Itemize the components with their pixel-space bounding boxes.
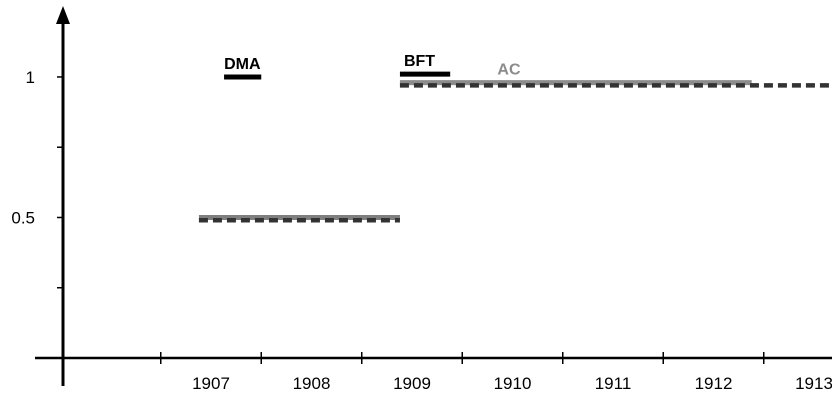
series — [198, 71, 832, 223]
x-tick-label: 1907 — [192, 374, 230, 393]
x-ticks: 1907 1908 1909 1910 1911 1912 1913 — [160, 352, 832, 393]
axes — [35, 6, 832, 386]
x-tick-label: 1908 — [293, 374, 331, 393]
x-tick-label: 1912 — [695, 374, 733, 393]
segment-label: AC — [497, 62, 521, 79]
y-axis-arrowhead — [56, 6, 70, 24]
y-tick-label: 0.5 — [11, 208, 35, 227]
y-tick-label: 1 — [26, 68, 35, 87]
segment-label: BFT — [404, 53, 435, 70]
x-tick-label: 1913 — [795, 374, 832, 393]
segment-labels: DMABFTACC — [224, 53, 521, 79]
x-tick-label: 1911 — [595, 374, 632, 393]
y-ticks: 0.51 — [11, 68, 64, 289]
x-tick-label: 1910 — [494, 374, 532, 393]
segment-label: DMA — [224, 56, 261, 73]
x-tick-label: 1909 — [393, 374, 431, 393]
